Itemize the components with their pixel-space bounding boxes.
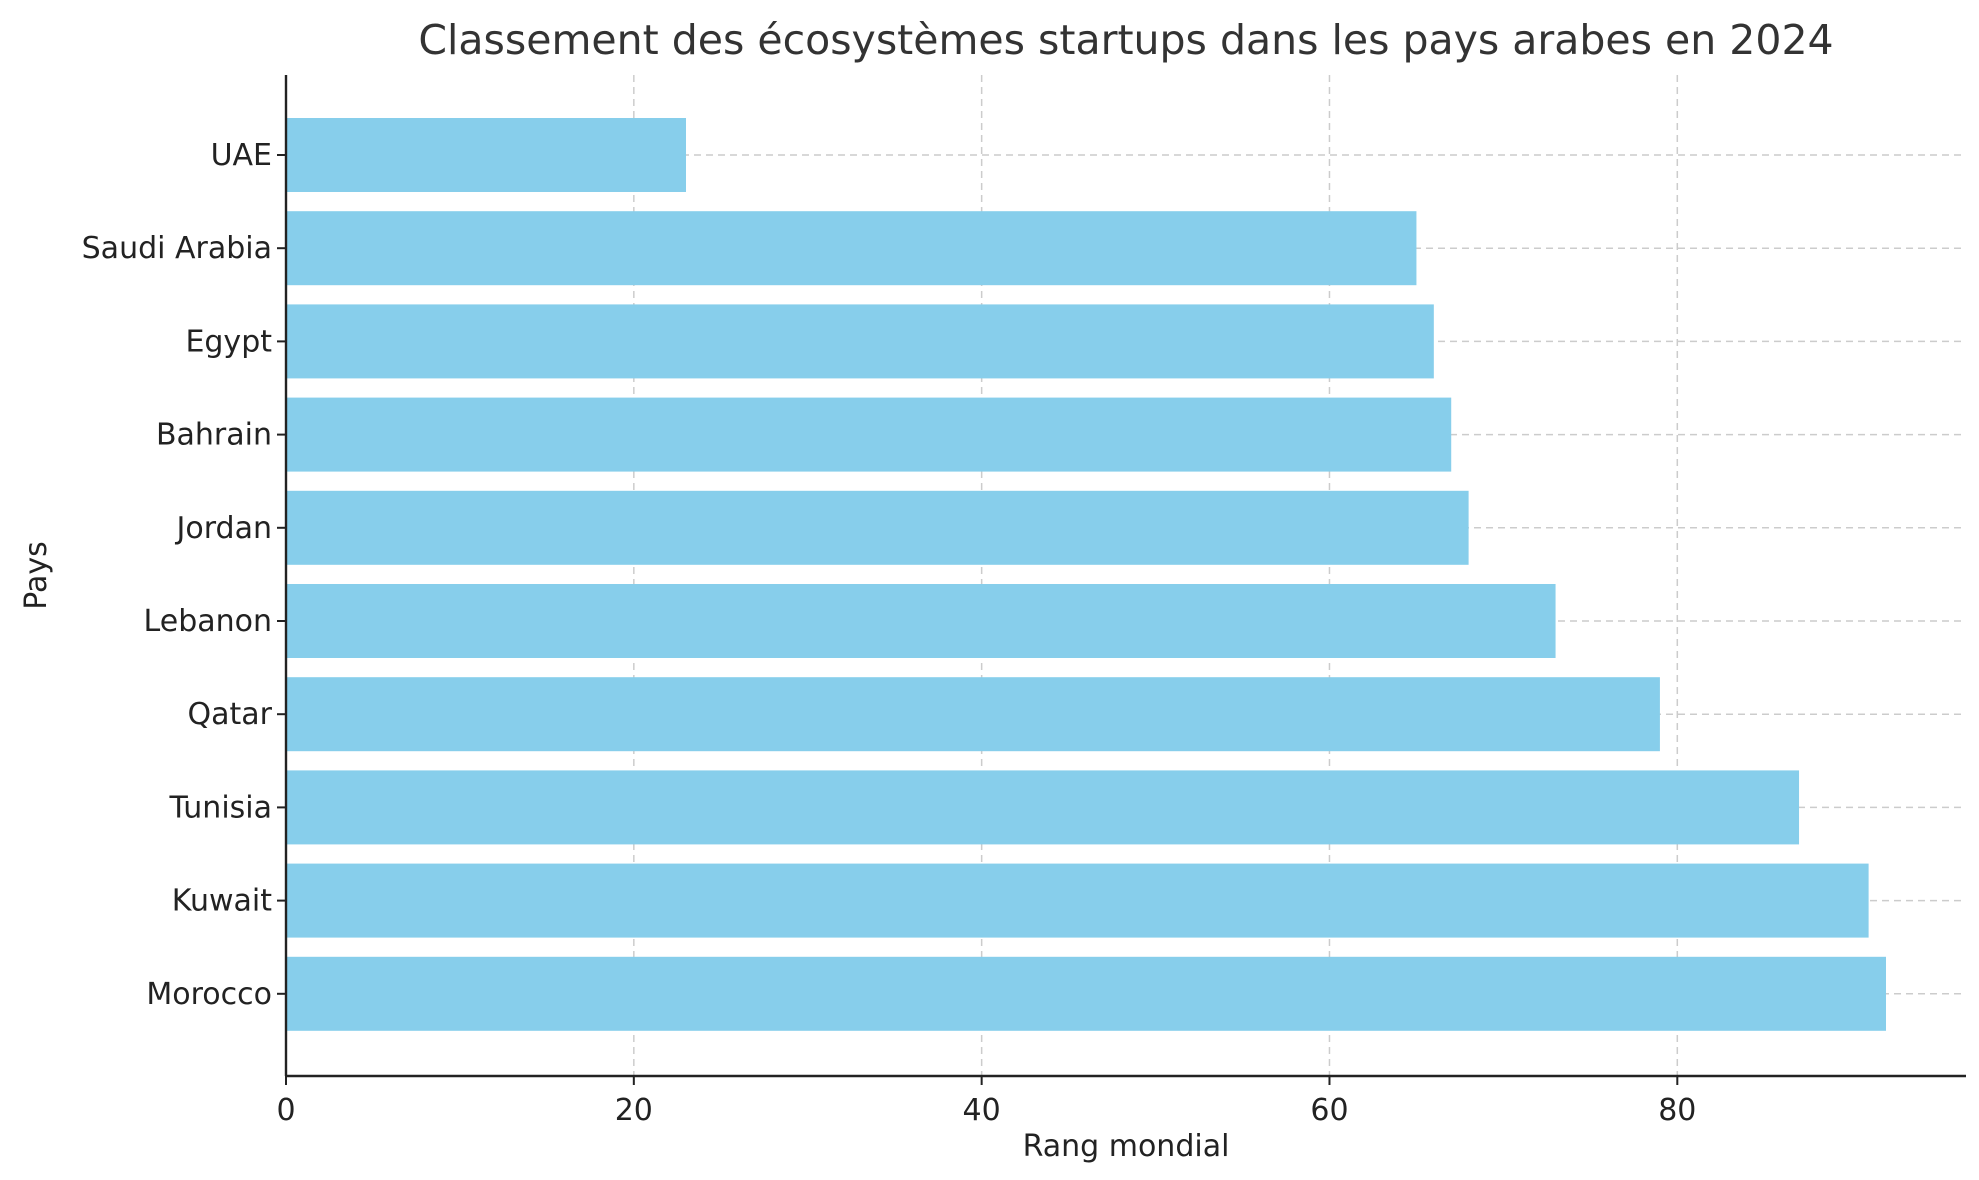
x-tick-label-60: 60 [1310,1093,1348,1128]
y-axis-ticks: UAE Saudi Arabia Egypt Bahrain Jordan Lebanon… [82,138,286,1012]
bar-jordan [286,490,1469,565]
axes [284,75,1966,1078]
y-tick-label-morocco: Morocco [146,977,272,1012]
bar-qatar [286,677,1660,752]
y-tick-label-tunisia: Tunisia [169,790,272,825]
x-tick-label-20: 20 [615,1093,653,1128]
bars [286,118,1886,1031]
y-tick-label-jordan: Jordan [175,511,272,546]
y-tick-label-lebanon: Lebanon [144,604,272,639]
x-tick-label-40: 40 [963,1093,1001,1128]
x-axis-ticks: 0 20 40 60 80 [276,1076,1696,1128]
bar-bahrain [286,397,1452,472]
bar-tunisia [286,770,1800,845]
y-tick-label-bahrain: Bahrain [156,418,272,453]
chart-title: Classement des écosystèmes startups dans… [418,16,1833,64]
x-tick-label-0: 0 [276,1093,295,1128]
x-axis-title: Rang mondial [1023,1129,1230,1164]
bar-kuwait [286,863,1869,938]
bar-egypt [286,304,1434,379]
y-tick-label-qatar: Qatar [188,697,273,732]
y-axis-title: Pays [19,541,54,610]
y-tick-label-kuwait: Kuwait [172,884,272,919]
bar-lebanon [286,584,1556,658]
x-tick-label-80: 80 [1658,1093,1696,1128]
bar-saudi-arabia [286,211,1417,286]
bar-morocco [286,956,1886,1031]
y-tick-label-uae: UAE [211,138,272,173]
y-tick-label-saudi-arabia: Saudi Arabia [82,231,272,266]
bar-uae [286,118,686,192]
y-tick-label-egypt: Egypt [185,324,272,359]
